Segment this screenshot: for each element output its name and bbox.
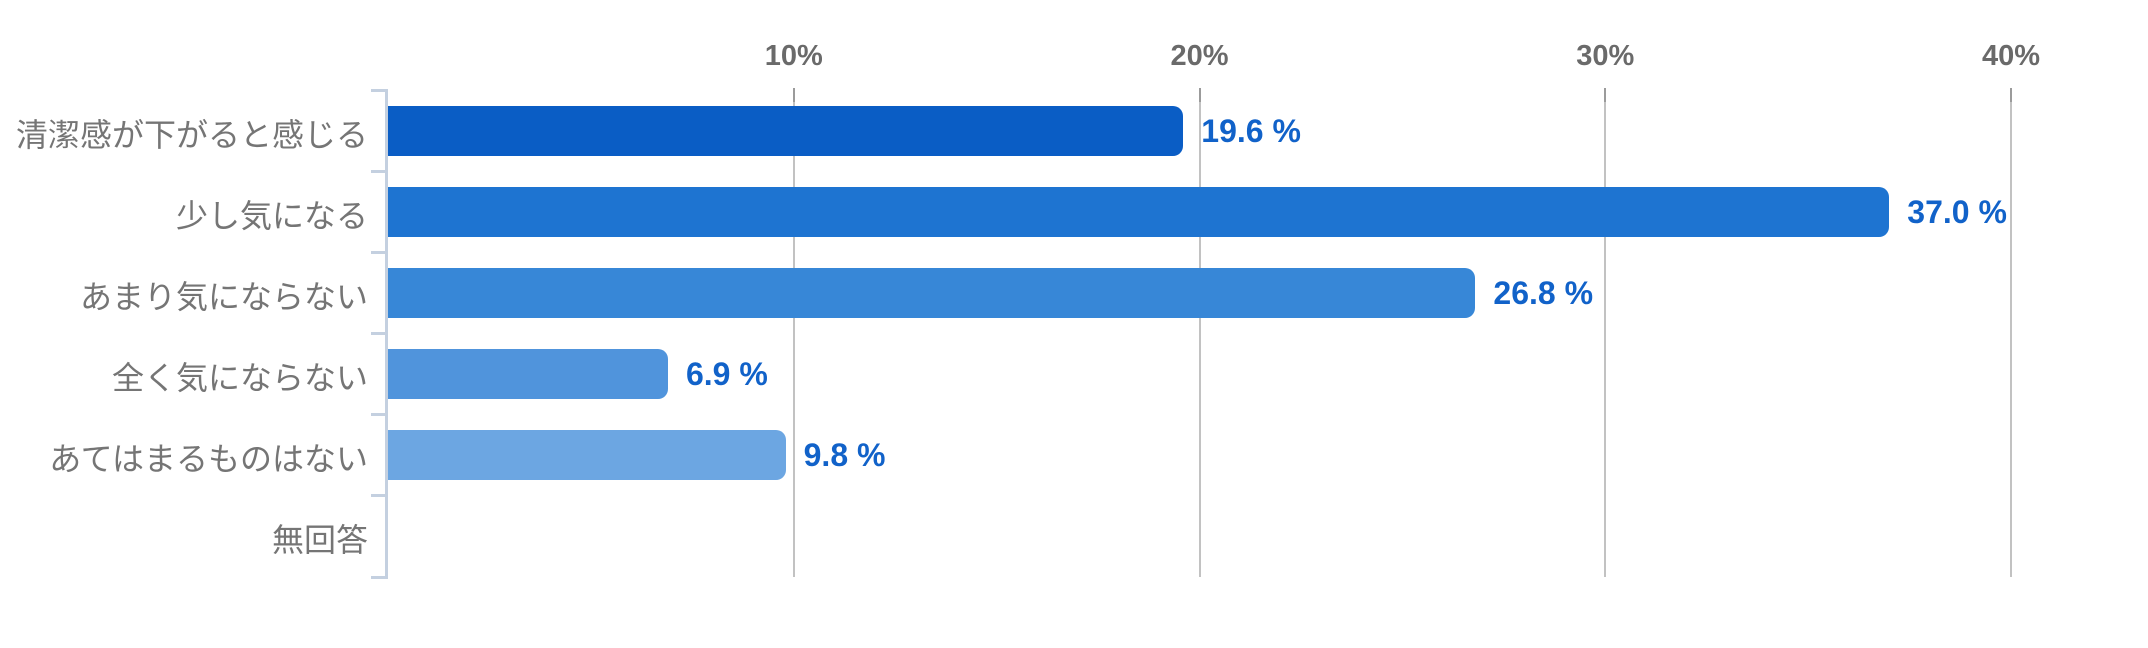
y-axis-tick [371,250,388,254]
bar-5 [388,430,786,481]
x-axis-tick-mark [792,88,795,102]
bar-value-label: 9.8 % [803,437,886,474]
gridline-30% [1604,90,1607,577]
x-axis-tick-label: 30% [1576,40,1635,72]
bar-value-label: 37.0 % [1907,193,2007,230]
bar-4 [388,349,668,400]
y-axis-tick [371,88,388,92]
y-axis-tick [371,494,388,498]
y-axis-tick [371,332,388,335]
category-label: 少し気になる [175,197,368,234]
bar-value-label: 6.9 % [685,356,768,393]
y-axis-tick [371,169,388,173]
gridline-40% [2010,90,2012,577]
bar-value-label: 19.6 % [1201,112,1301,149]
category-label: 全く気にならない [111,360,368,397]
x-axis-tick-mark [1604,88,1607,102]
x-axis-tick-label: 20% [1170,40,1229,72]
y-axis-tick [371,413,388,417]
x-axis-tick-label: 40% [1981,40,2041,72]
bar-value-label: 26.8 % [1493,274,1594,311]
category-label: 清潔感が下がると感じる [15,116,368,153]
category-label: あまり気にならない [79,278,368,315]
x-axis-tick-label: 10% [764,40,823,72]
gridline-10% [792,90,795,577]
bar-1 [388,105,1184,156]
bar-3 [388,267,1476,318]
category-label: 無回答 [271,522,368,559]
gridline-20% [1198,90,1201,577]
bar-2 [388,186,1890,237]
category-label: あてはまるものはない [49,441,368,478]
y-axis-tick [371,575,388,579]
x-axis-tick-mark [1198,88,1201,102]
x-axis-tick-mark [2010,88,2012,102]
